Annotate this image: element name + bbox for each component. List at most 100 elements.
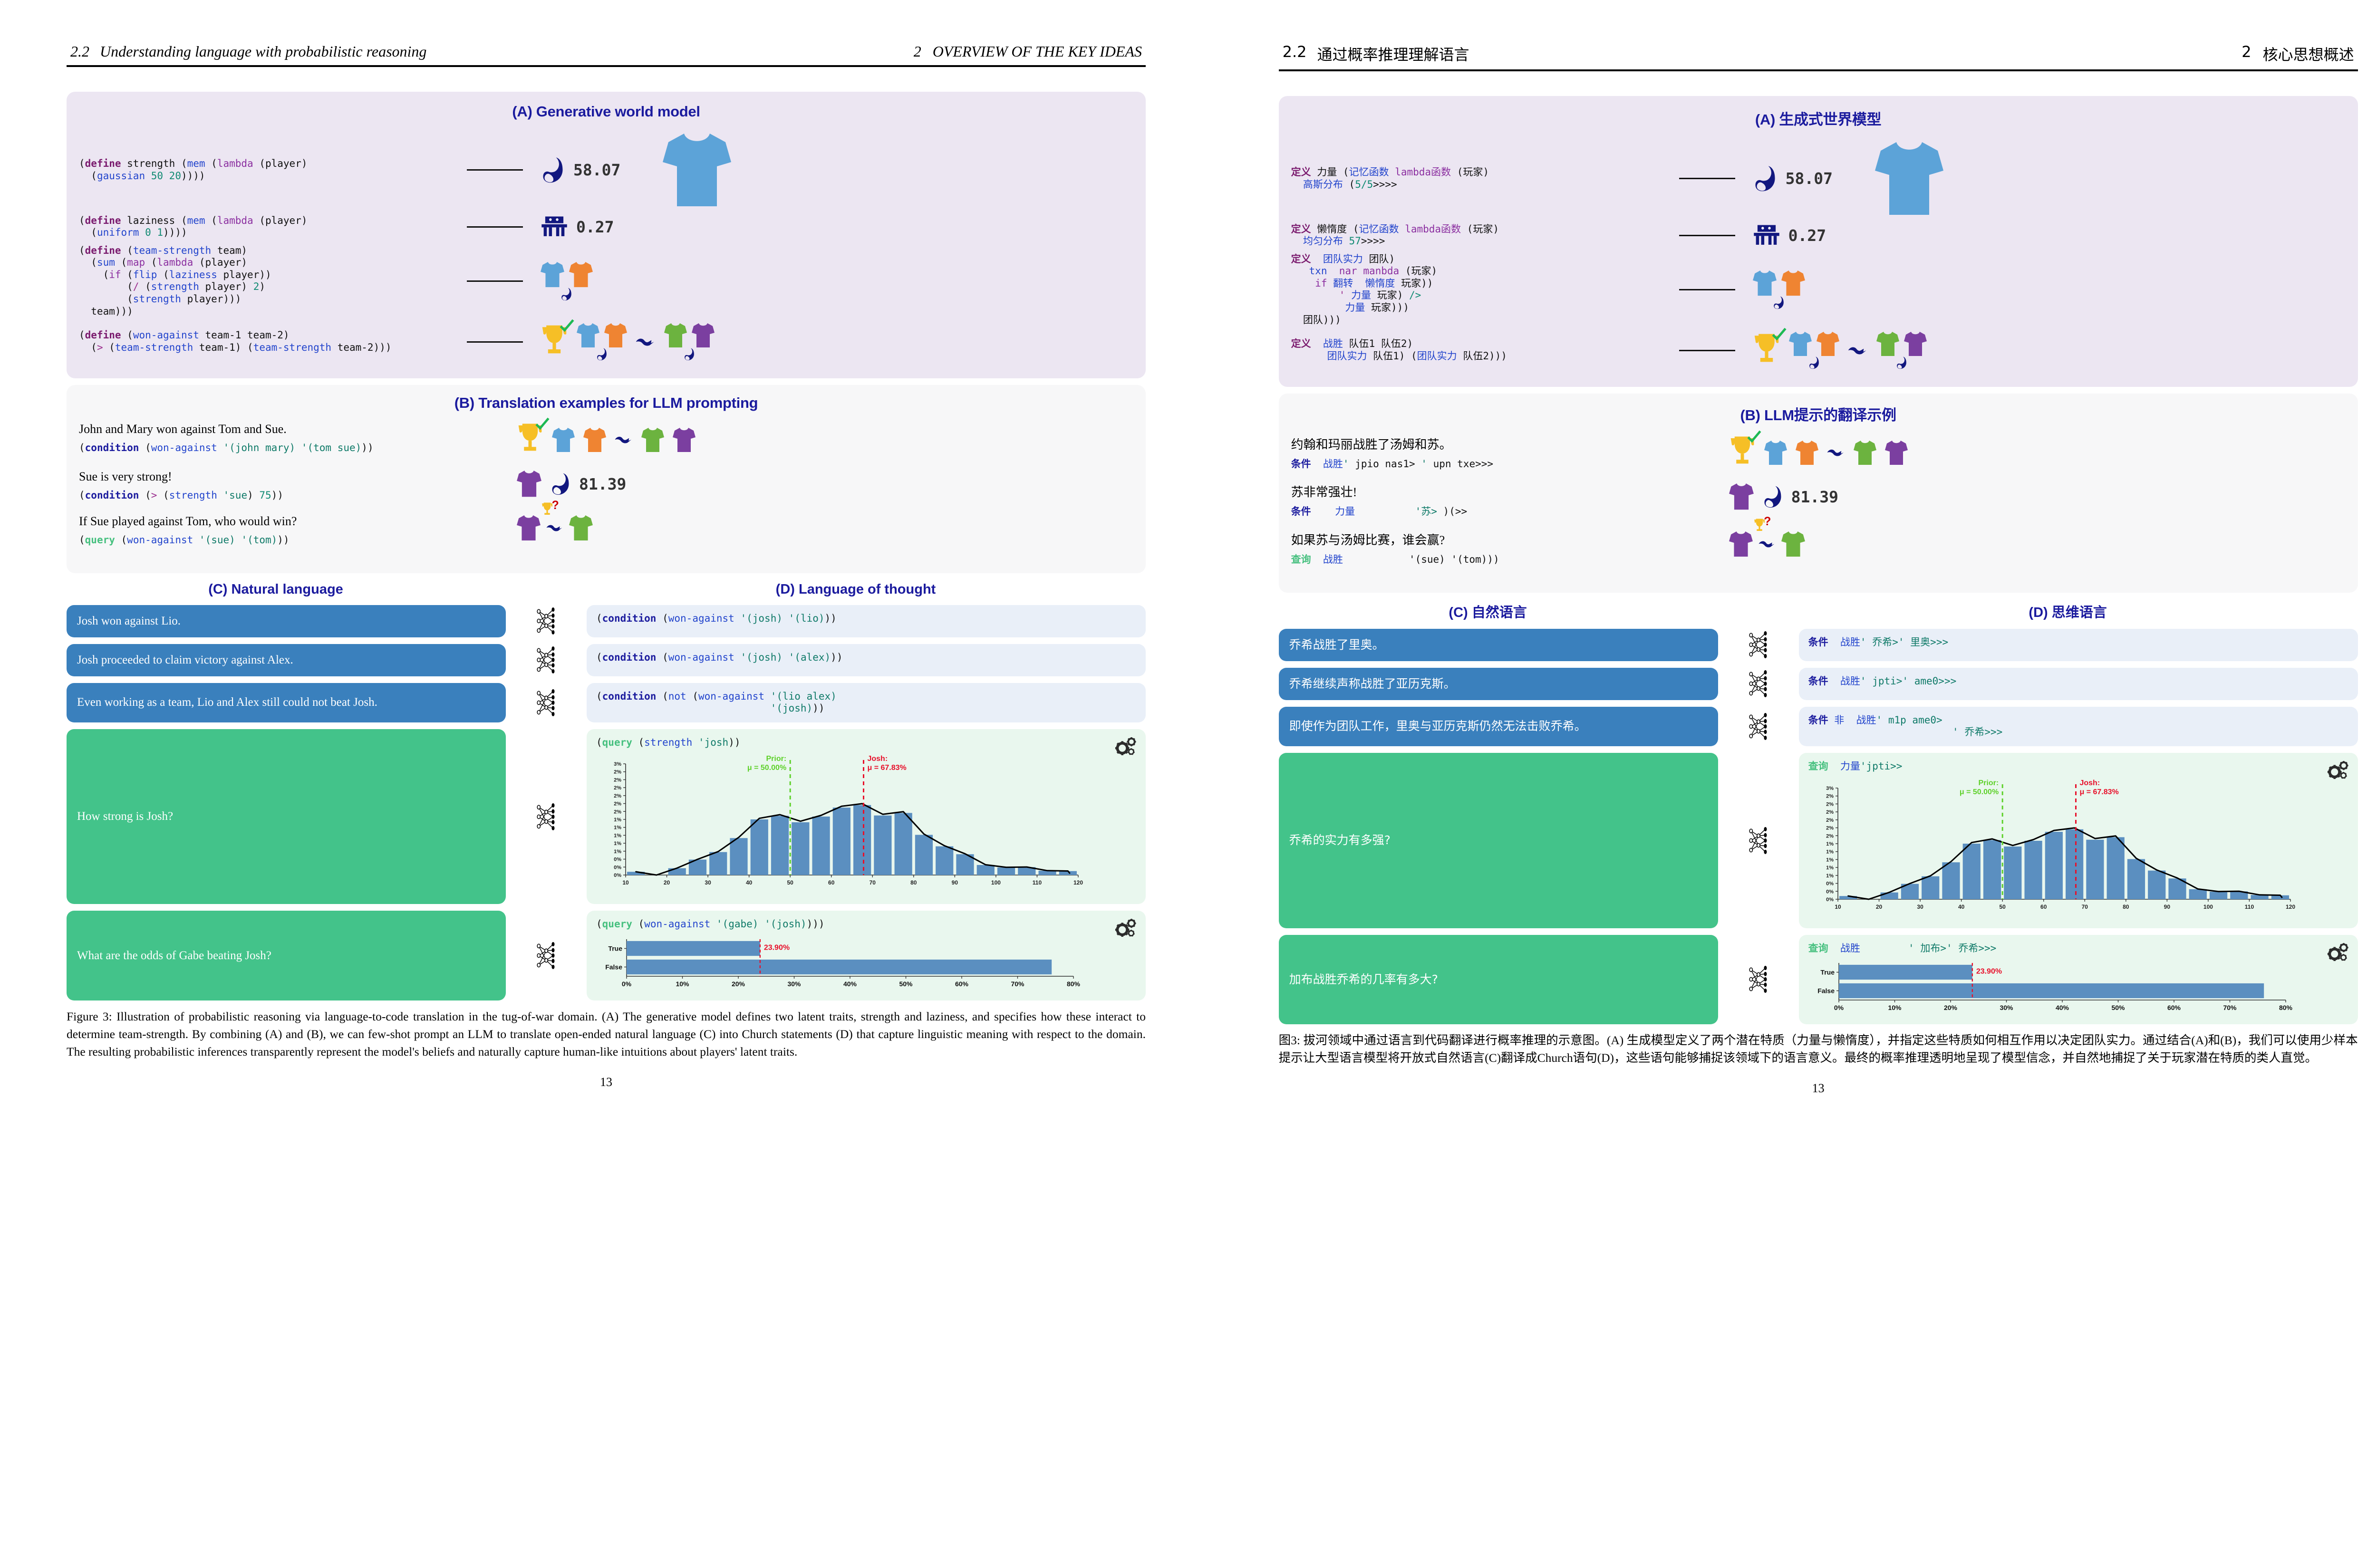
question-mark-icon: ? (1764, 515, 1771, 528)
language-of-thought-box-4[interactable]: (query (won-against '(gabe) '(josh)))) Tr… (587, 911, 1146, 1001)
code-token (1904, 636, 1911, 648)
language-of-thought-box-2[interactable]: 条件 非 战胜' m1p ame0> ' 乔希>>> (1798, 706, 2358, 746)
panel-b-row: 苏非常强壮! 条件 力量 '苏> )(>> 81.39 (1291, 482, 2346, 518)
bar-false (627, 959, 1052, 975)
strength-muscle-icon (1764, 486, 1781, 508)
svg-text:70%: 70% (1011, 980, 1024, 988)
svg-text:70: 70 (2081, 904, 2088, 910)
code-token: 力量 (1840, 760, 1860, 772)
panel-d-title: (D) Language of thought (775, 581, 936, 597)
language-of-thought-box-3[interactable]: (query (strength 'josh)) 0% 0% 0% 1% 1% 1% 1% 1%… (587, 729, 1146, 904)
panel-d-code-1: (condition (won-against '(josh) '(alex))… (596, 652, 1136, 664)
panel-b-title: (B) LLM提示的翻译示例 (1740, 406, 1896, 423)
panel-d-code-3: (query (strength 'josh)) (596, 737, 1136, 749)
runhead-section-title: 通过概率推理理解语言 (1317, 46, 1469, 64)
tshirt-icon-0 (1788, 332, 1812, 356)
code-token: laziness (169, 269, 217, 280)
natural-language-box-1[interactable]: Josh proceeded to claim victory against … (67, 644, 506, 676)
mapping-arrow (1662, 289, 1752, 290)
svg-text:110: 110 (1033, 879, 1042, 886)
translation-arrow-0 (506, 605, 587, 637)
versus-icon (546, 525, 562, 531)
code-token: 5/5 (1355, 178, 1373, 190)
svg-text:2%: 2% (1826, 801, 1834, 807)
tshirt-icon-0 (577, 323, 599, 348)
natural-language-box-2[interactable]: 即使作为团队工作，里奥与亚历克斯仍然无法击败乔希。 (1278, 706, 1718, 746)
code-token: team-strength (253, 342, 332, 354)
panel-b-code-1: (condition (> (strength 'sue) 75)) (79, 490, 488, 502)
language-of-thought-box-1[interactable]: 条件 战胜' jpti>' ame0>>> (1798, 667, 2358, 700)
natural-language-box-0[interactable]: Josh won against Lio. (67, 605, 506, 637)
code-token (1908, 675, 1914, 687)
mapping-arrow (450, 341, 540, 343)
code-token: ( (139, 442, 151, 453)
icon-group-laziness-value: 0.27 (1752, 222, 1826, 249)
code-token (1291, 278, 1315, 289)
panel-b-code-1: 条件 力量 '苏> )(>> (1291, 506, 1700, 518)
language-of-thought-box-0[interactable]: 条件 战胜' 乔希>' 里奥>>> (1798, 628, 2358, 661)
code-token: nar manbda (1339, 265, 1400, 277)
natural-language-text-4: What are the odds of Gabe beating Josh? (77, 949, 271, 962)
code-token: 团队实力 (1417, 350, 1457, 362)
natural-language-box-3[interactable]: 乔希的实力有多强? (1278, 752, 1718, 928)
natural-language-box-1[interactable]: 乔希继续声称战胜了亚历克斯。 (1278, 667, 1718, 700)
language-of-thought-box-1[interactable]: (condition (won-against '(josh) '(alex))… (587, 644, 1146, 676)
svg-text:2%: 2% (614, 801, 621, 807)
code-token: define (85, 329, 121, 341)
natural-language-box-4[interactable]: What are the odds of Gabe beating Josh? (67, 911, 506, 1001)
language-of-thought-box-3[interactable]: 查询 力量'jpti>> 0% 0% 0% 1% 1% 1% 1% 1% 2% 2% 2% 2% 2% 2%… (1798, 752, 2358, 928)
code-line: (condition (won-against '(john mary) '(t… (79, 442, 488, 454)
code-line: (/ (strength player) 2) (79, 281, 450, 293)
code-token: ( (79, 281, 133, 293)
svg-text:10%: 10% (676, 980, 689, 988)
code-token (1291, 235, 1303, 247)
icon-group-team-strength (1752, 269, 1806, 310)
natural-language-box-4[interactable]: 加布战胜乔希的几率有多大? (1278, 934, 1718, 1025)
natural-language-box-3[interactable]: How strong is Josh? (67, 729, 506, 904)
language-of-thought-box-4[interactable]: 查询 战胜 ' 加布>' 乔希>>> True False 0% 10% 20% 30% 40… (1798, 934, 2358, 1025)
code-token: won-against (644, 918, 711, 930)
panel-cd-row: Josh proceeded to claim victory against … (67, 644, 1146, 676)
code-token: lambda (157, 257, 193, 269)
versus-icon (615, 437, 631, 443)
code-token: if (1315, 277, 1327, 289)
panel-b-row: John and Mary won against Tom and Sue. (c… (79, 418, 1133, 458)
page-en-body: 2.2 Understanding language with probabili… (67, 43, 1146, 1089)
won-against-probability-chart: True False 0% 10% 20% 30% 40% 50% 60% 70% 80% 23.90… (1817, 963, 2292, 1011)
shirt-tom (569, 515, 593, 541)
code-token: 里奥>>> (1910, 636, 1949, 648)
code-token (1291, 350, 1327, 362)
code-token: 团队实力 (1323, 253, 1363, 265)
code-line: '(josh))) (596, 702, 1136, 715)
code-token: ) (259, 281, 266, 293)
team-two (664, 322, 715, 361)
code-token: 乔希>>> (1958, 942, 1997, 954)
mapping-arrow (1662, 178, 1752, 179)
language-of-thought-box-2[interactable]: (condition (not (won-against '(lio alex)… (587, 683, 1146, 722)
versus-icon (1759, 541, 1774, 548)
team-one (576, 322, 628, 361)
code-token: '(sue) '(tom))) (1409, 554, 1499, 566)
svg-text:100: 100 (991, 879, 1001, 886)
code-token: ( (596, 736, 602, 748)
natural-language-box-2[interactable]: Even working as a team, Lio and Alex sti… (67, 683, 506, 722)
code-token (710, 918, 716, 930)
code-token: won-against (133, 329, 199, 341)
code-token (1399, 223, 1405, 235)
code-token: )) (728, 736, 741, 748)
panel-b-code-0: (condition (won-against '(john mary) '(t… (79, 442, 488, 454)
svg-text:10: 10 (1835, 904, 1841, 910)
shirt-tom (641, 427, 664, 452)
versus-icon (1827, 450, 1844, 456)
panel-b-code-0: 条件 战胜' jpio nas1> ' upn txe>>> (1291, 458, 1700, 471)
code-token: team-strength (115, 342, 193, 354)
language-of-thought-box-0[interactable]: (condition (won-against '(josh) '(lio))) (587, 605, 1146, 637)
code-token: ' (1898, 636, 1904, 648)
code-token: 查询 (1808, 942, 1828, 954)
code-line: 定义 战胜 队伍1 队伍2) (1291, 338, 1662, 350)
natural-language-box-0[interactable]: 乔希战胜了里奥。 (1278, 628, 1718, 661)
team-one (540, 261, 593, 301)
runhead-chapter-number: 2 (2242, 43, 2251, 61)
tshirt-icon-1 (692, 323, 715, 348)
svg-text:100: 100 (2203, 904, 2213, 910)
